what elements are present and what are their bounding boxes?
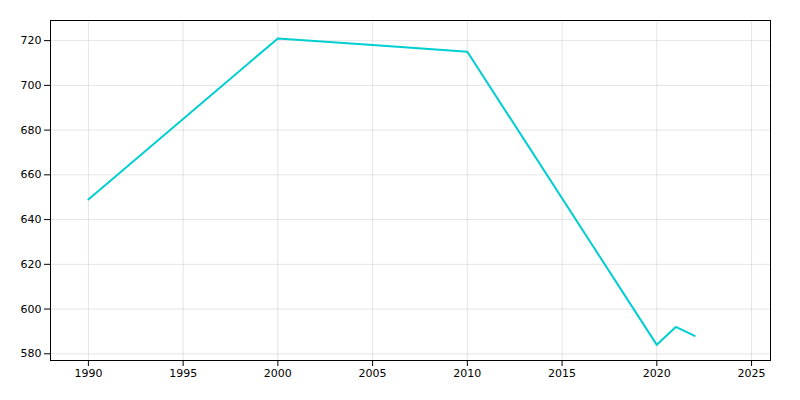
svg-text:620: 620 bbox=[21, 258, 42, 271]
svg-text:680: 680 bbox=[21, 124, 42, 137]
svg-text:700: 700 bbox=[21, 79, 42, 92]
svg-text:2015: 2015 bbox=[548, 367, 576, 380]
svg-text:2005: 2005 bbox=[359, 367, 387, 380]
svg-text:580: 580 bbox=[21, 347, 42, 360]
svg-text:2000: 2000 bbox=[264, 367, 292, 380]
svg-text:2020: 2020 bbox=[643, 367, 671, 380]
svg-text:600: 600 bbox=[21, 303, 42, 316]
svg-text:2010: 2010 bbox=[453, 367, 481, 380]
svg-text:640: 640 bbox=[21, 213, 42, 226]
svg-text:720: 720 bbox=[21, 34, 42, 47]
svg-text:660: 660 bbox=[21, 168, 42, 181]
svg-text:1995: 1995 bbox=[169, 367, 197, 380]
svg-text:2025: 2025 bbox=[738, 367, 766, 380]
svg-text:1990: 1990 bbox=[74, 367, 102, 380]
